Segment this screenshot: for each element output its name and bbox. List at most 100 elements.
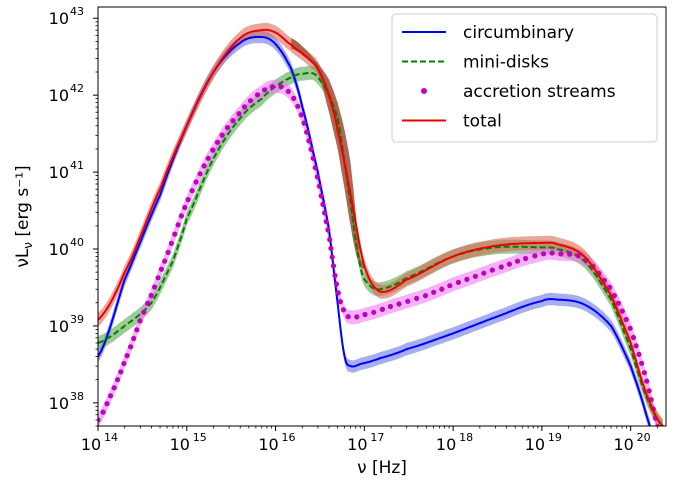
series-lines — [98, 28, 664, 426]
series-point — [329, 254, 335, 260]
series-point — [230, 118, 236, 124]
series-point — [422, 293, 429, 299]
series-point — [137, 318, 143, 324]
series-point — [111, 385, 117, 391]
series-point — [205, 155, 211, 161]
series-point — [118, 369, 124, 375]
series-point — [107, 393, 114, 399]
legend-box — [391, 13, 658, 143]
series-point — [623, 316, 629, 323]
series-point — [379, 306, 385, 312]
series-point — [549, 250, 555, 256]
series-point — [262, 87, 268, 93]
series-point — [312, 165, 318, 171]
series-point — [333, 281, 340, 287]
plot-frame — [97, 6, 667, 427]
series-point — [168, 240, 174, 246]
y-tick-exponent: 38 — [70, 390, 84, 403]
series-point — [540, 251, 547, 257]
series-point — [295, 103, 301, 109]
series-point — [320, 201, 326, 207]
series-point — [219, 132, 225, 138]
series-point — [611, 293, 618, 299]
y-tick-label: 10 — [49, 9, 69, 28]
series-point — [387, 303, 393, 310]
y-axis-label: νLν [erg s⁻¹] — [13, 165, 35, 267]
legend-item-mini-disks: mini-disks — [402, 53, 549, 73]
series-point — [165, 249, 171, 255]
series-point — [405, 298, 411, 304]
y-tick-label: 10 — [49, 163, 69, 182]
y-tick-exponent: 41 — [70, 159, 84, 172]
series-point — [304, 129, 310, 135]
series-point — [447, 283, 453, 289]
series-accretion-streams — [98, 84, 660, 426]
series-point — [314, 174, 320, 180]
series-point — [162, 258, 168, 264]
x-tick-exponent: 20 — [637, 431, 651, 444]
series-point — [439, 286, 445, 292]
series-point — [644, 378, 650, 384]
series-point — [155, 275, 161, 281]
x-tick-exponent: 18 — [459, 431, 473, 444]
series-point — [178, 213, 184, 219]
series-point — [472, 273, 478, 279]
series-point — [310, 155, 316, 161]
series-point — [104, 401, 110, 407]
legend-item-accretion-streams: accretion streams — [421, 82, 616, 102]
series-point — [340, 307, 346, 313]
series-point — [607, 284, 613, 290]
series-point — [627, 325, 633, 331]
y-tick-label: 10 — [49, 240, 69, 259]
series-point — [337, 299, 343, 305]
series-point — [362, 311, 368, 318]
series-point — [323, 218, 329, 225]
series-point — [247, 98, 254, 104]
series-point — [325, 227, 331, 233]
series-point — [197, 171, 203, 177]
y-tick-label: 10 — [49, 317, 69, 336]
x-tick-exponent: 14 — [104, 431, 118, 444]
series-point — [185, 197, 191, 203]
x-tick-label: 10 — [525, 435, 545, 454]
series-point — [291, 95, 297, 101]
x-tick-label: 10 — [436, 435, 456, 454]
x-tick-label: 10 — [613, 435, 633, 454]
x-tick-exponent: 16 — [282, 431, 296, 444]
series-point — [335, 290, 341, 296]
y-tick-exponent: 43 — [70, 5, 84, 18]
series-point — [134, 327, 140, 333]
y-tick-exponent: 42 — [70, 82, 84, 95]
y-tick-exponent: 39 — [70, 313, 84, 326]
series-point — [646, 388, 652, 394]
series-point — [498, 264, 504, 270]
y-tick-label: 10 — [49, 394, 69, 413]
series-point — [523, 255, 529, 262]
series-point — [641, 370, 648, 376]
series-point — [328, 245, 334, 251]
series-point — [414, 295, 420, 301]
series-point — [131, 335, 137, 342]
series-point — [322, 210, 328, 216]
series-point — [630, 334, 637, 341]
series-point — [121, 360, 127, 367]
series-point — [100, 409, 106, 415]
series-point — [506, 261, 512, 267]
x-tick-label: 10 — [258, 435, 278, 454]
series-point — [172, 231, 178, 237]
legend-item-circumbinary: circumbinary — [402, 23, 574, 43]
series-total — [98, 28, 664, 426]
series-point — [175, 222, 181, 228]
x-axis-ticks: 10 14 10 15 10 16 10 17 10 18 10 19 10 20 — [81, 426, 658, 454]
x-tick-label: 10 — [170, 435, 190, 454]
series-point — [152, 284, 158, 290]
x-tick-label: 10 — [347, 435, 367, 454]
series-point — [128, 344, 134, 350]
series-point — [489, 267, 495, 273]
x-tick-exponent: 15 — [193, 431, 207, 444]
series-point — [301, 120, 307, 126]
series-point — [98, 417, 101, 423]
legend-item-total: total — [402, 112, 502, 132]
